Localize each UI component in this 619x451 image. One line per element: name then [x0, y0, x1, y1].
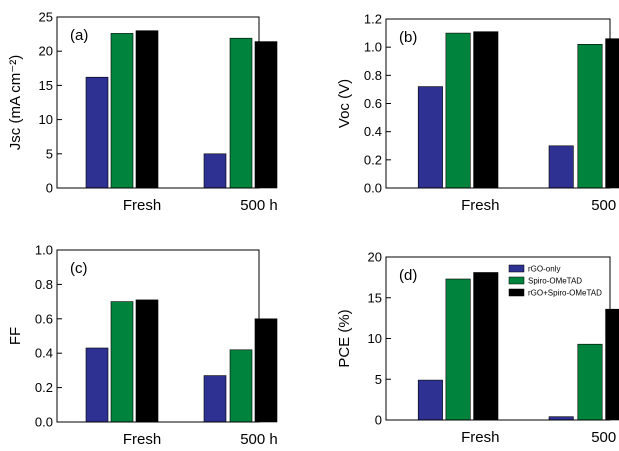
bar	[445, 278, 471, 421]
y-tick-label: 1.2	[364, 12, 382, 27]
panel-label: (a)	[70, 27, 88, 44]
panel-label: (b)	[399, 29, 417, 46]
y-tick-label: 10	[368, 331, 382, 346]
panel-3: 0 5 10 15 20 Fresh 500 h (d) PCE (%) rGO-only Spir…	[336, 250, 619, 446]
y-tick-label: 0.4	[35, 346, 53, 361]
panel-1: 0.0 0.2 0.4 0.6 0.8 1.0 1.2 Fresh 500 h (b) Voc (V…	[336, 12, 619, 214]
y-tick-label: 1.0	[364, 40, 382, 55]
x-category-label: Fresh	[123, 431, 161, 446]
bar	[445, 32, 471, 189]
legend-swatch	[508, 288, 525, 297]
legend-swatch	[508, 276, 525, 285]
x-category-label: 500 h	[240, 431, 278, 446]
legend-label: Spiro-OMeTAD	[528, 277, 582, 286]
legend: rGO-only Spiro-OMeTAD rGO+Spiro-OMeTAD	[508, 264, 602, 298]
x-category-label: 500 h	[240, 197, 278, 214]
legend-swatch	[508, 264, 525, 273]
y-tick-label: 25	[39, 10, 53, 25]
bar	[254, 318, 278, 423]
y-tick-label: 1.0	[35, 243, 53, 258]
bar	[203, 153, 227, 189]
y-tick-label: 20	[39, 44, 53, 59]
y-tick-label: 0.8	[35, 277, 53, 292]
bar	[203, 375, 227, 423]
bar	[605, 308, 619, 421]
panel-label: (d)	[399, 267, 417, 284]
bar	[417, 379, 443, 421]
bar	[577, 343, 603, 421]
bar	[605, 38, 619, 189]
bar	[229, 37, 253, 189]
x-category-label: Fresh	[461, 197, 499, 214]
y-tick-label: 0.6	[364, 96, 382, 111]
y-tick-label: 0.0	[364, 181, 382, 196]
bar	[577, 43, 603, 189]
bar	[85, 76, 109, 189]
bar	[229, 349, 253, 423]
y-tick-label: 5	[375, 372, 382, 387]
x-category-label: 500 h	[591, 197, 619, 214]
y-axis-label: Voc (V)	[336, 79, 353, 128]
bar	[135, 299, 159, 423]
bar	[473, 272, 499, 421]
y-tick-label: 0.4	[364, 124, 382, 139]
bar	[254, 41, 278, 189]
bar	[548, 145, 574, 189]
bar	[417, 86, 443, 189]
panel-0: 0 5 10 15 20 25 Fresh 500 h (a) Jsc (mA cm⁻²)	[7, 10, 278, 215]
panel-2: 0.0 0.2 0.4 0.6 0.8 1.0 Fresh 500 h (c) FF	[7, 243, 278, 449]
y-axis-label: FF	[7, 327, 24, 345]
bar	[110, 301, 134, 423]
x-category-label: 500 h	[591, 429, 619, 446]
x-category-label: Fresh	[461, 429, 499, 446]
bar	[473, 31, 499, 189]
y-tick-label: 0	[46, 181, 53, 196]
y-axis-label: Jsc (mA cm⁻²)	[7, 55, 24, 150]
legend-label: rGO-only	[528, 265, 560, 274]
y-tick-label: 5	[46, 146, 53, 161]
panel-label: (c)	[70, 260, 88, 277]
y-tick-label: 15	[368, 290, 382, 305]
y-tick-label: 0	[375, 413, 382, 428]
bar	[135, 30, 159, 189]
y-tick-label: 0.2	[35, 380, 53, 395]
bar	[85, 347, 109, 423]
plot-frame	[56, 249, 260, 423]
y-tick-label: 15	[39, 78, 53, 93]
y-tick-label: 20	[368, 250, 382, 265]
y-axis-label: PCE (%)	[336, 309, 353, 367]
plot-frame	[56, 16, 260, 189]
y-tick-label: 0.6	[35, 311, 53, 326]
y-tick-label: 0.0	[35, 415, 53, 430]
y-tick-label: 10	[39, 112, 53, 127]
x-category-label: Fresh	[123, 197, 161, 214]
legend-label: rGO+Spiro-OMeTAD	[528, 289, 602, 298]
y-tick-label: 0.2	[364, 152, 382, 167]
bar	[110, 33, 134, 189]
y-tick-label: 0.8	[364, 68, 382, 83]
